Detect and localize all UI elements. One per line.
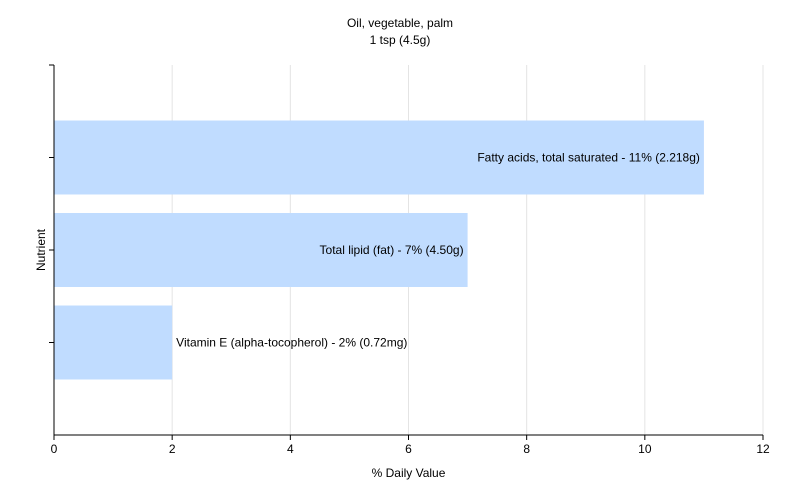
x-tick-label: 12	[756, 442, 770, 456]
x-tick-label: 6	[405, 442, 412, 456]
chart-title: Oil, vegetable, palm	[346, 16, 454, 30]
x-tick-label: 10	[638, 442, 652, 456]
x-axis-label: % Daily Value	[372, 466, 446, 480]
bar	[54, 213, 468, 287]
x-tick-label: 2	[169, 442, 176, 456]
data-label: Fatty acids, total saturated - 11% (2.21…	[477, 151, 700, 165]
y-axis-label: Nutrient	[34, 228, 48, 271]
x-tick-label: 4	[287, 442, 294, 456]
chart-subtitle: 1 tsp (4.5g)	[369, 33, 431, 47]
data-labels: Fatty acids, total saturated - 11% (2.21…	[176, 151, 700, 350]
data-label: Vitamin E (alpha-tocopherol) - 2% (0.72m…	[176, 336, 407, 350]
bar	[54, 120, 704, 195]
bar	[54, 305, 173, 380]
bars	[54, 120, 704, 380]
x-ticks: 0 2 4 6 8 10 12	[51, 435, 770, 456]
y-ticks	[49, 64, 54, 343]
x-tick-label: 8	[523, 442, 530, 456]
x-tick-label: 0	[51, 442, 58, 456]
data-label: Total lipid (fat) - 7% (4.50g)	[320, 243, 464, 257]
